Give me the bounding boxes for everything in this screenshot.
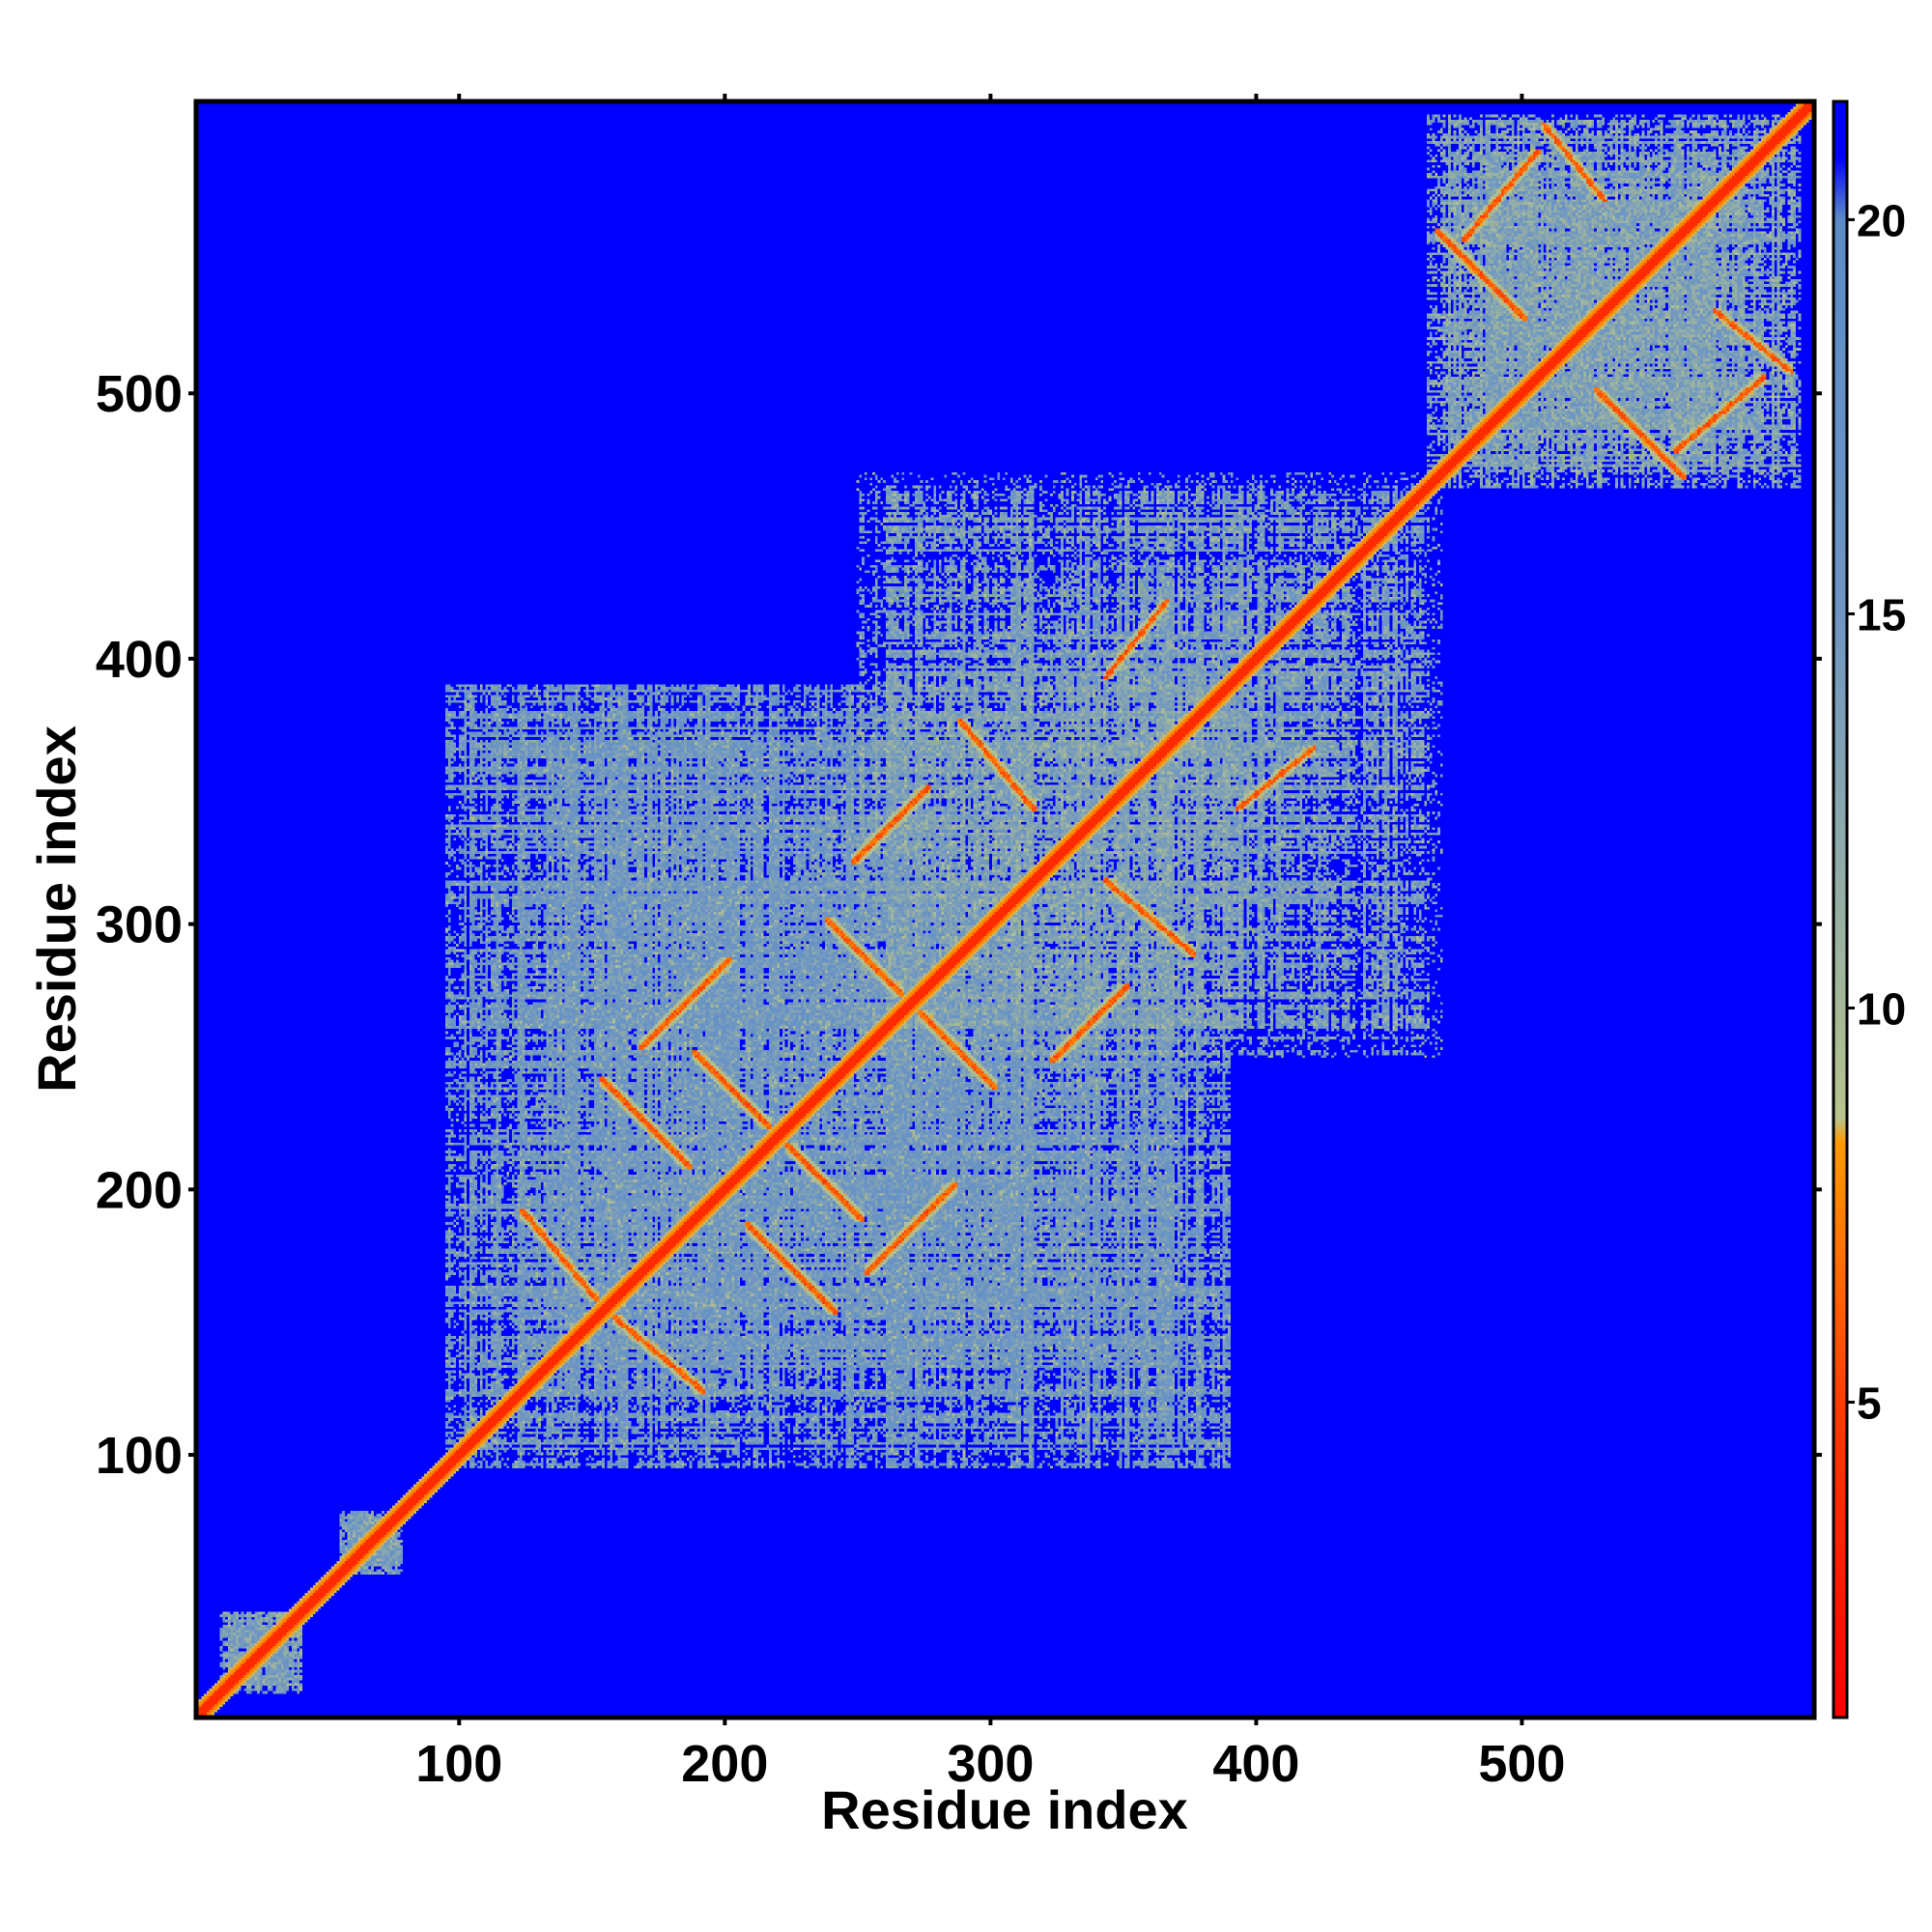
- colorbar-tick-label: 10: [1857, 984, 1906, 1035]
- x-axis: 100 200 300 400 500: [415, 94, 1566, 1793]
- colorbar-tick-label: 20: [1857, 195, 1906, 245]
- x-tick-label: 500: [1478, 1735, 1565, 1793]
- y-tick-label: 100: [96, 1427, 183, 1485]
- y-tick-label: 400: [96, 631, 183, 689]
- heatmap-image: [196, 101, 1814, 1718]
- y-tick-label: 500: [96, 365, 183, 423]
- x-tick-label: 200: [681, 1735, 768, 1793]
- x-axis-title: Residue index: [821, 1779, 1188, 1840]
- x-tick-label: 300: [947, 1735, 1034, 1793]
- colorbar-tick-label: 5: [1857, 1378, 1882, 1429]
- y-tick-label: 200: [96, 1161, 183, 1219]
- contact-map-heatmap: [196, 101, 1814, 1718]
- colorbar: 5 10 15 20: [1832, 99, 1906, 1719]
- colorbar-tick-label: 15: [1857, 589, 1906, 639]
- y-axis-title: Residue index: [26, 725, 87, 1093]
- y-tick-label: 300: [96, 896, 183, 954]
- y-axis: 100 200 300 400 500: [96, 365, 1822, 1485]
- colorbar-gradient: [1832, 99, 1849, 1719]
- plot-frame: [193, 99, 1817, 1720]
- x-tick-label: 400: [1212, 1735, 1299, 1793]
- x-tick-label: 100: [415, 1735, 502, 1793]
